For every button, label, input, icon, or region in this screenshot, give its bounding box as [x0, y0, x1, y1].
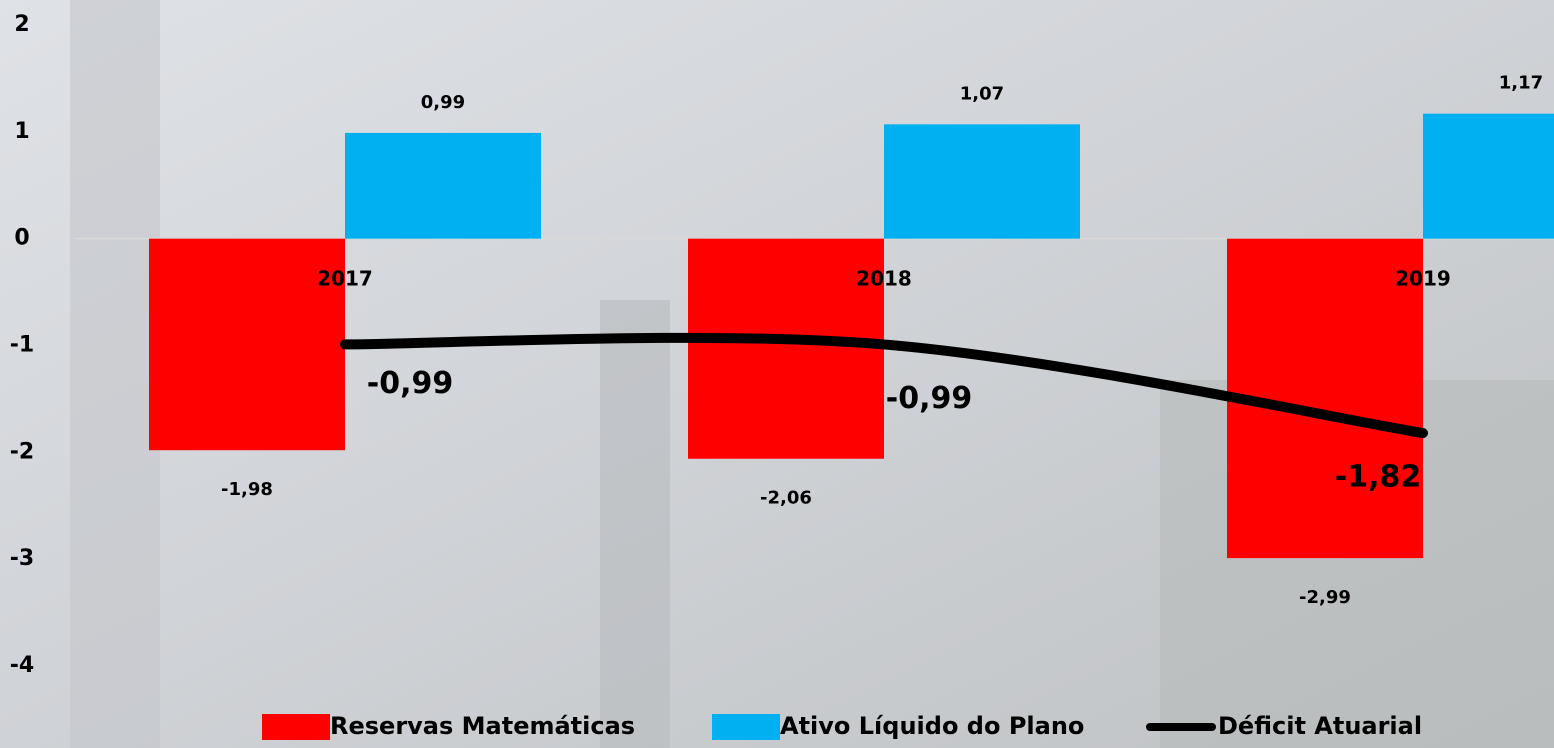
- line-value-label: -0,99: [367, 366, 453, 401]
- bar: [688, 239, 884, 459]
- legend-swatch: [262, 714, 330, 740]
- x-tick-label: 2018: [856, 267, 912, 291]
- background-pillar: [600, 300, 670, 748]
- legend-label: Reservas Matemáticas: [330, 712, 635, 740]
- chart: -4 -3 -2 -1 0 1 2 -1,98 -2,06 -2,99 0,99 1,07 1,17 20…: [0, 0, 1554, 748]
- bar-value-label: 1,17: [1499, 73, 1543, 94]
- y-tick-label: 0: [14, 226, 29, 251]
- bar: [1423, 114, 1554, 239]
- line-value-label: -0,99: [886, 381, 972, 416]
- y-tick-label: 1: [14, 119, 29, 144]
- y-tick-label: 2: [14, 12, 29, 37]
- y-tick-label: -1: [10, 333, 34, 358]
- bar-value-label: -2,06: [760, 488, 812, 509]
- y-tick-label: -2: [10, 439, 34, 464]
- y-tick-label: -3: [10, 546, 34, 571]
- legend-swatch: [712, 714, 780, 740]
- bar-value-label: 1,07: [960, 83, 1004, 104]
- bar: [345, 133, 541, 239]
- line-value-label: -1,82: [1335, 460, 1421, 495]
- bar: [149, 239, 345, 451]
- bar-value-label: 0,99: [421, 92, 465, 113]
- y-tick-label: -4: [10, 653, 34, 678]
- x-tick-label: 2017: [317, 267, 373, 291]
- legend-label: Déficit Atuarial: [1218, 712, 1422, 740]
- x-tick-label: 2019: [1395, 267, 1451, 291]
- background-pillar: [70, 0, 160, 748]
- bar-value-label: -2,99: [1299, 587, 1351, 608]
- legend-label: Ativo Líquido do Plano: [780, 712, 1084, 740]
- bar: [884, 124, 1080, 238]
- bar-value-label: -1,98: [221, 479, 273, 500]
